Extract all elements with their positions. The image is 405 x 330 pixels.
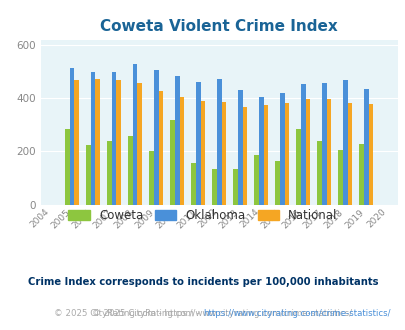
Text: Crime Index corresponds to incidents per 100,000 inhabitants: Crime Index corresponds to incidents per… bbox=[28, 277, 377, 287]
Bar bbox=[179, 97, 184, 205]
Text: © 2025 CityRating.com - https://www.cityrating.com/crime-statistics/: © 2025 CityRating.com - https://www.city… bbox=[54, 309, 351, 318]
Bar bbox=[317, 141, 321, 205]
Bar bbox=[368, 104, 372, 205]
Bar bbox=[321, 83, 326, 205]
Bar bbox=[200, 101, 205, 205]
Legend: Coweta, Oklahoma, National: Coweta, Oklahoma, National bbox=[64, 204, 341, 227]
Bar bbox=[107, 141, 111, 205]
Bar bbox=[170, 120, 175, 205]
Bar bbox=[237, 90, 242, 205]
Bar bbox=[196, 82, 200, 205]
Bar bbox=[116, 80, 121, 205]
Bar bbox=[175, 76, 179, 205]
Bar bbox=[128, 136, 132, 205]
Bar bbox=[65, 129, 70, 205]
Bar bbox=[300, 84, 305, 205]
Bar bbox=[338, 150, 342, 205]
Bar bbox=[258, 97, 263, 205]
Bar bbox=[263, 105, 268, 205]
Bar bbox=[347, 103, 352, 205]
Bar bbox=[95, 79, 100, 205]
Bar bbox=[216, 79, 221, 205]
Bar bbox=[233, 169, 237, 205]
Title: Coweta Violent Crime Index: Coweta Violent Crime Index bbox=[100, 19, 337, 34]
Bar bbox=[132, 64, 137, 205]
Bar bbox=[153, 70, 158, 205]
Bar bbox=[305, 99, 309, 205]
Bar bbox=[254, 154, 258, 205]
Text: © 2025 CityRating.com -: © 2025 CityRating.com - bbox=[92, 309, 202, 318]
Text: https://www.cityrating.com/crime-statistics/: https://www.cityrating.com/crime-statist… bbox=[202, 309, 390, 318]
Bar bbox=[279, 93, 284, 205]
Bar bbox=[212, 169, 216, 205]
Bar bbox=[242, 107, 247, 205]
Bar bbox=[111, 72, 116, 205]
Bar bbox=[358, 144, 363, 205]
Bar bbox=[363, 89, 368, 205]
Bar bbox=[296, 129, 300, 205]
Bar bbox=[275, 161, 279, 205]
Bar bbox=[191, 163, 196, 205]
Bar bbox=[86, 145, 91, 205]
Bar bbox=[74, 80, 79, 205]
Bar bbox=[342, 80, 347, 205]
Bar bbox=[221, 102, 226, 205]
Bar bbox=[70, 68, 74, 205]
Bar bbox=[137, 83, 142, 205]
Bar bbox=[326, 99, 330, 205]
Bar bbox=[158, 91, 163, 205]
Bar bbox=[284, 103, 288, 205]
Bar bbox=[149, 151, 153, 205]
Bar bbox=[91, 72, 95, 205]
